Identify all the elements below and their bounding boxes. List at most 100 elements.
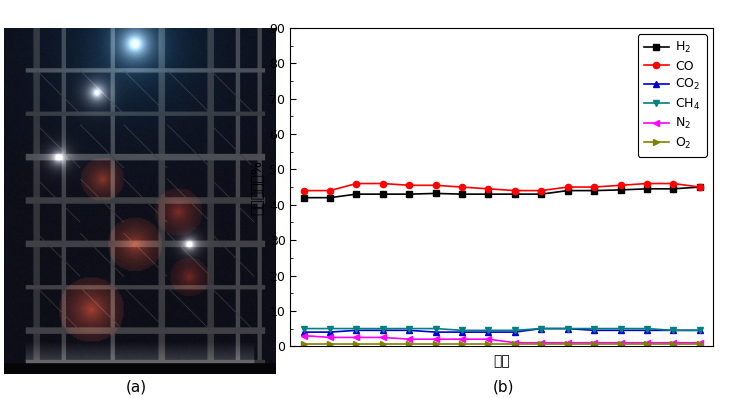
O$_2$ [352, 342, 361, 347]
N$_2$ [299, 333, 308, 338]
CO [352, 181, 361, 186]
Line: CO: CO [301, 180, 703, 194]
N$_2$ [589, 340, 598, 345]
Legend: H$_2$, CO, CO$_2$, CH$_4$, N$_2$, O$_2$: H$_2$, CO, CO$_2$, CH$_4$, N$_2$, O$_2$ [638, 34, 706, 157]
CO [616, 183, 625, 188]
O$_2$ [379, 342, 387, 347]
CH$_4$ [537, 326, 545, 331]
O$_2$ [695, 342, 704, 347]
O$_2$ [326, 342, 334, 347]
N$_2$ [405, 337, 414, 341]
CH$_4$ [695, 328, 704, 333]
CH$_4$ [431, 326, 440, 331]
CO$_2$ [405, 328, 414, 333]
N$_2$ [326, 335, 334, 340]
CO$_2$ [589, 328, 598, 333]
CO [695, 185, 704, 189]
CO$_2$ [695, 328, 704, 333]
N$_2$ [563, 340, 572, 345]
CO$_2$ [299, 330, 308, 334]
H$_2$ [695, 185, 704, 189]
H$_2$ [458, 192, 467, 197]
H$_2$ [484, 192, 493, 197]
Line: O$_2$: O$_2$ [301, 341, 703, 347]
CO$_2$ [484, 330, 493, 334]
Y-axis label: 气体浓度／%: 气体浓度／% [250, 160, 264, 215]
CO$_2$ [352, 328, 361, 333]
CH$_4$ [669, 328, 678, 333]
CH$_4$ [642, 326, 651, 331]
O$_2$ [642, 342, 651, 347]
H$_2$ [299, 195, 308, 200]
CO$_2$ [642, 328, 651, 333]
H$_2$ [616, 187, 625, 192]
CH$_4$ [563, 326, 572, 331]
N$_2$ [379, 335, 387, 340]
CO [589, 185, 598, 189]
CH$_4$ [484, 328, 493, 333]
CO [458, 185, 467, 189]
CO$_2$ [458, 330, 467, 334]
CO [510, 188, 519, 193]
Line: H$_2$: H$_2$ [301, 184, 703, 201]
N$_2$ [537, 340, 545, 345]
CO [642, 181, 651, 186]
Line: CO$_2$: CO$_2$ [301, 326, 703, 335]
CH$_4$ [326, 326, 334, 331]
H$_2$ [405, 192, 414, 197]
N$_2$ [431, 337, 440, 341]
CH$_4$ [616, 326, 625, 331]
H$_2$ [537, 192, 545, 197]
CO$_2$ [563, 326, 572, 331]
H$_2$ [669, 186, 678, 191]
O$_2$ [299, 342, 308, 347]
O$_2$ [458, 342, 467, 347]
CH$_4$ [299, 326, 308, 331]
H$_2$ [563, 188, 572, 193]
CH$_4$ [510, 328, 519, 333]
H$_2$ [352, 192, 361, 197]
Line: N$_2$: N$_2$ [301, 332, 703, 346]
H$_2$ [642, 186, 651, 191]
Line: CH$_4$: CH$_4$ [301, 326, 703, 334]
H$_2$ [510, 192, 519, 197]
O$_2$ [616, 342, 625, 347]
N$_2$ [669, 340, 678, 345]
H$_2$ [431, 191, 440, 196]
N$_2$ [695, 340, 704, 345]
CO$_2$ [537, 326, 545, 331]
O$_2$ [431, 342, 440, 347]
N$_2$ [352, 335, 361, 340]
CO [299, 188, 308, 193]
N$_2$ [616, 340, 625, 345]
O$_2$ [589, 342, 598, 347]
CO$_2$ [379, 328, 387, 333]
O$_2$ [537, 342, 545, 347]
CO$_2$ [431, 330, 440, 334]
X-axis label: 时间: 时间 [493, 355, 510, 369]
CH$_4$ [352, 326, 361, 331]
H$_2$ [379, 192, 387, 197]
O$_2$ [510, 342, 519, 347]
CO$_2$ [510, 330, 519, 334]
CO$_2$ [326, 330, 334, 334]
H$_2$ [326, 195, 334, 200]
CO [405, 183, 414, 188]
Text: (a): (a) [126, 379, 146, 394]
CO [537, 188, 545, 193]
CH$_4$ [589, 326, 598, 331]
N$_2$ [484, 337, 493, 341]
CO [379, 181, 387, 186]
Text: (b): (b) [492, 379, 514, 394]
N$_2$ [642, 340, 651, 345]
O$_2$ [669, 342, 678, 347]
CH$_4$ [405, 326, 414, 331]
CO$_2$ [669, 328, 678, 333]
N$_2$ [510, 340, 519, 345]
CO [326, 188, 334, 193]
N$_2$ [458, 337, 467, 341]
H$_2$ [589, 188, 598, 193]
CO [563, 185, 572, 189]
CO [431, 183, 440, 188]
O$_2$ [405, 342, 414, 347]
